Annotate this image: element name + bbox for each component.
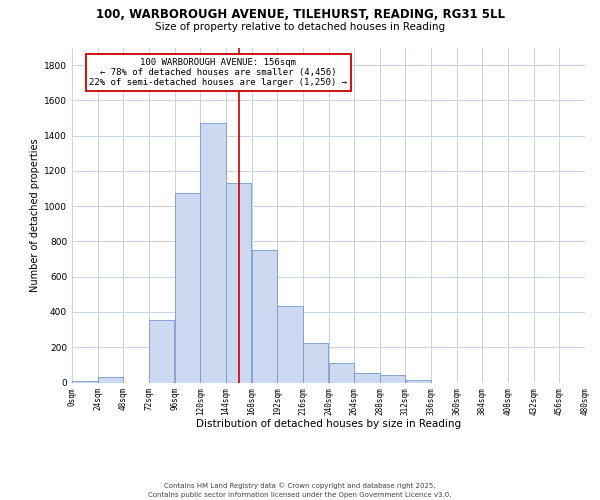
Bar: [355, 373, 380, 382]
Text: Size of property relative to detached houses in Reading: Size of property relative to detached ho…: [155, 22, 445, 32]
Bar: [277, 306, 302, 382]
Bar: [175, 193, 200, 382]
Bar: [380, 374, 405, 382]
Bar: [72, 380, 97, 382]
Bar: [226, 184, 251, 382]
Bar: [149, 320, 175, 382]
Text: 100 WARBOROUGH AVENUE: 156sqm
← 78% of detached houses are smaller (4,456)
22% o: 100 WARBOROUGH AVENUE: 156sqm ← 78% of d…: [89, 58, 347, 88]
Bar: [200, 124, 226, 382]
Bar: [329, 363, 354, 382]
Text: Contains public sector information licensed under the Open Government Licence v3: Contains public sector information licen…: [148, 492, 452, 498]
Bar: [406, 380, 431, 382]
Bar: [98, 377, 123, 382]
X-axis label: Distribution of detached houses by size in Reading: Distribution of detached houses by size …: [196, 420, 461, 430]
Text: Contains HM Land Registry data © Crown copyright and database right 2025.: Contains HM Land Registry data © Crown c…: [164, 482, 436, 489]
Bar: [252, 250, 277, 382]
Y-axis label: Number of detached properties: Number of detached properties: [30, 138, 40, 292]
Bar: [303, 343, 328, 382]
Text: 100, WARBOROUGH AVENUE, TILEHURST, READING, RG31 5LL: 100, WARBOROUGH AVENUE, TILEHURST, READI…: [95, 8, 505, 20]
